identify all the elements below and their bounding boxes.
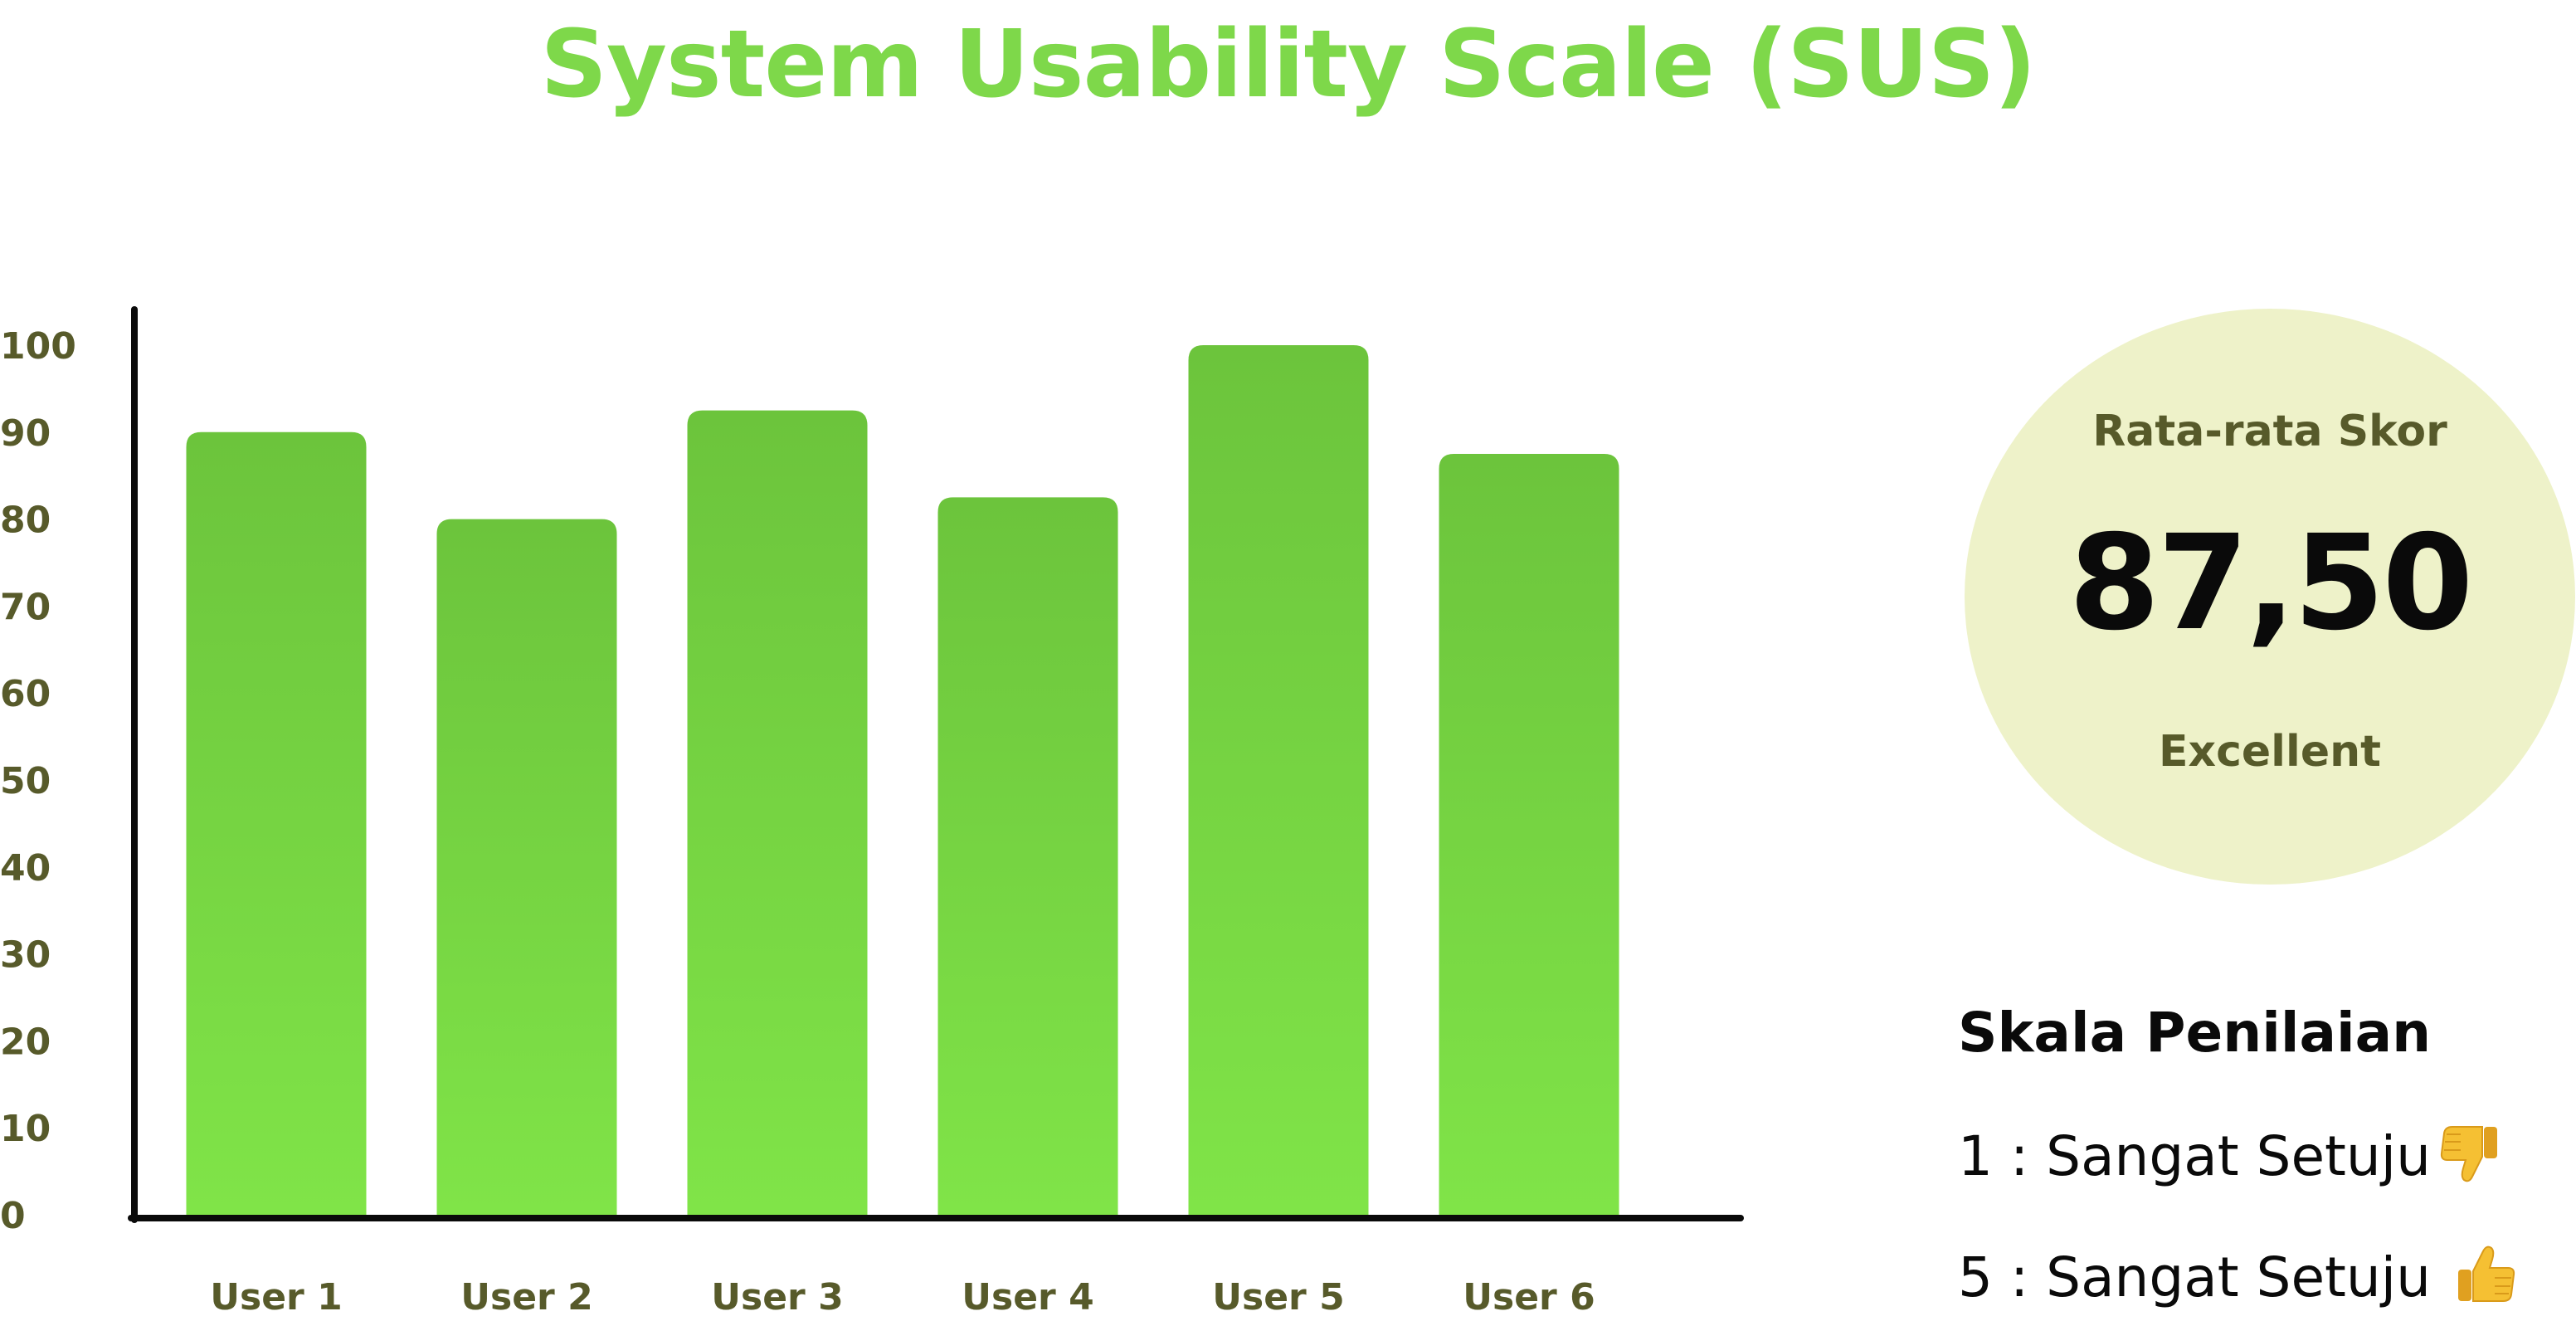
y-tick-labels: 0 10 20 30 40 50 60 70 80 90 100	[0, 325, 76, 1237]
average-score-caption: Rata-rata Skor	[2092, 407, 2447, 456]
bar-user-5	[1188, 345, 1369, 1215]
y-tick-label: 70	[0, 586, 51, 628]
y-tick-label: 100	[0, 325, 76, 368]
bar-user-6	[1439, 454, 1619, 1215]
average-score-card: Rata-rata Skor 87,50 Excellent	[1965, 309, 2575, 885]
y-tick-label: 90	[0, 412, 51, 455]
rating-scale-item-2: 5 : Sangat Setuju	[1958, 1241, 2520, 1321]
y-tick-label: 30	[0, 934, 51, 977]
x-category-label: User 2	[460, 1276, 592, 1319]
y-tick-label: 60	[0, 673, 51, 715]
y-tick-label: 0	[0, 1195, 26, 1237]
bar-user-4	[937, 497, 1118, 1215]
chart-title: System Usability Scale (SUS)	[540, 11, 2036, 119]
bar-user-3	[687, 410, 868, 1216]
x-category-label: User 4	[962, 1276, 1093, 1319]
rating-scale-title: Skala Penilaian	[1958, 1001, 2432, 1065]
y-tick-label: 10	[0, 1108, 51, 1150]
y-tick-label: 40	[0, 847, 51, 890]
x-category-label: User 3	[711, 1276, 843, 1319]
bar-user-2	[436, 519, 617, 1215]
rating-scale-item-2-text: 5 : Sangat Setuju	[1958, 1245, 2448, 1310]
y-tick-label: 20	[0, 1021, 51, 1063]
rating-scale-item-1-text: 1 : Sangat Setuju	[1958, 1124, 2431, 1189]
rating-scale-item-1: 1 : Sangat Setuju	[1958, 1120, 2502, 1200]
average-score-value: 87,50	[2068, 507, 2474, 660]
bars-layer	[186, 345, 1619, 1216]
bar-user-1	[186, 431, 367, 1215]
thumbs-down-icon	[2436, 1120, 2502, 1200]
x-category-label: User 5	[1212, 1276, 1344, 1319]
y-tick-label: 50	[0, 760, 51, 802]
y-tick-label: 80	[0, 500, 51, 542]
x-category-labels: User 1 User 2 User 3 User 4 User 5 User 6	[210, 1276, 1595, 1319]
average-score-grade: Excellent	[2159, 727, 2381, 777]
x-category-label: User 1	[210, 1276, 342, 1319]
thumbs-up-icon	[2453, 1241, 2520, 1321]
x-category-label: User 6	[1463, 1276, 1595, 1319]
